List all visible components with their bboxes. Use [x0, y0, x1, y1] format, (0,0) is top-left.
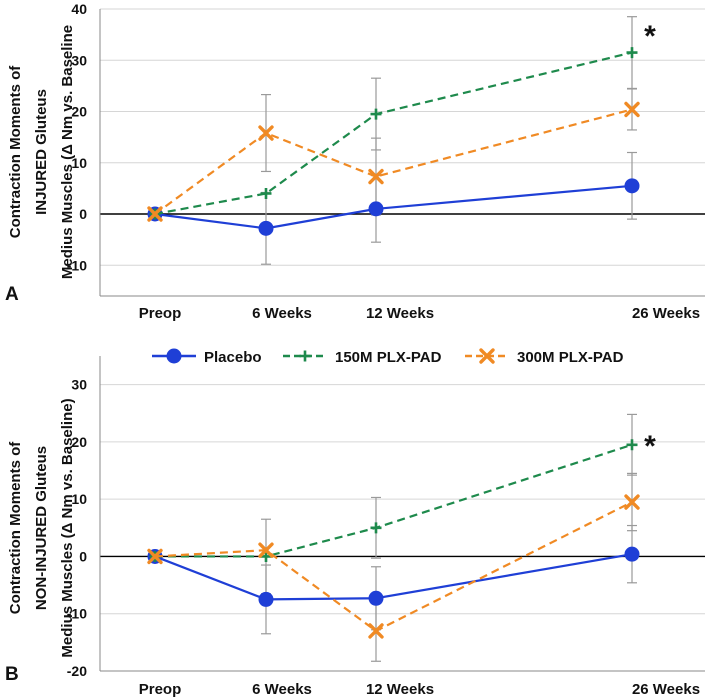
error-bars-300m-plx-pad — [261, 88, 637, 216]
data-point-placebo — [624, 178, 640, 194]
data-point-placebo — [258, 591, 274, 607]
series-300m-plx-pad — [147, 494, 640, 639]
y-axis-label: Medius Muscles (Δ Nm vs. Baseline) — [59, 398, 76, 657]
series-line-300m-plx-pad — [154, 108, 633, 215]
error-bars-placebo — [261, 524, 637, 635]
series-300m-plx-pad — [147, 101, 640, 222]
y-axis-label: Medius Muscles (Δ Nm vs. Baseline — [59, 25, 76, 279]
x-tick-label: 12 Weeks — [366, 305, 434, 322]
y-tick-label: 40 — [71, 1, 87, 17]
legend-swatch-marker — [299, 350, 311, 362]
data-point-150m-plx-pad — [260, 550, 272, 562]
series-line-300m-plx-pad — [154, 501, 633, 633]
legend-swatch-marker — [479, 348, 495, 364]
data-point-300m-plx-pad — [258, 542, 274, 558]
legend-swatch-marker — [166, 348, 182, 364]
legend: Placebo 150M PLX-PAD 300M PLX-PAD — [152, 348, 624, 366]
x-tick-label: 12 Weeks — [366, 681, 434, 697]
data-point-150m-plx-pad — [626, 439, 638, 451]
y-axis-label: NON-INJURED Gluteus — [33, 446, 50, 610]
data-point-placebo — [258, 220, 274, 236]
x-tick-label: 6 Weeks — [252, 681, 312, 697]
legend-label: 150M PLX-PAD — [335, 349, 442, 366]
x-tick-label: 26 Weeks — [632, 681, 700, 697]
data-point-300m-plx-pad — [624, 101, 640, 118]
data-point-150m-plx-pad — [370, 522, 382, 534]
x-tick-label: Preop — [139, 305, 182, 322]
series-line-150m-plx-pad — [154, 51, 633, 216]
legend-item-300m-plx-pad: 300M PLX-PAD — [465, 348, 624, 366]
y-tick-label: 30 — [71, 52, 87, 68]
data-point-300m-plx-pad — [368, 623, 384, 639]
data-point-300m-plx-pad — [147, 548, 163, 565]
x-tick-label: 6 Weeks — [252, 305, 312, 322]
y-tick-label: -20 — [67, 663, 87, 679]
legend-item-150m-plx-pad: 150M PLX-PAD — [283, 349, 442, 366]
y-tick-label: 30 — [71, 377, 87, 393]
data-point-150m-plx-pad — [370, 108, 382, 120]
data-point-placebo — [624, 546, 640, 562]
data-point-300m-plx-pad — [147, 206, 163, 222]
series-150m-plx-pad — [149, 439, 638, 562]
legend-item-placebo: Placebo — [152, 348, 262, 366]
series-150m-plx-pad — [149, 47, 638, 220]
chart-panel-a: 40 30 20 10 0 -10 Preop 6 Weeks 12 Weeks 26 Weeks… — [5, 1, 705, 322]
series-placebo — [147, 178, 640, 236]
y-axis-label: Contraction Moments of — [7, 65, 24, 238]
series-line-placebo — [154, 553, 633, 601]
data-point-300m-plx-pad — [258, 125, 274, 141]
data-point-placebo — [368, 201, 384, 217]
data-point-150m-plx-pad — [626, 47, 638, 59]
x-tick-label: 26 Weeks — [632, 305, 700, 322]
y-tick-label: 10 — [71, 155, 87, 171]
series-line-placebo — [154, 184, 633, 230]
y-tick-label: 0 — [79, 206, 87, 222]
y-tick-label: 20 — [71, 104, 87, 120]
data-point-300m-plx-pad — [624, 494, 640, 510]
y-tick-label: 10 — [71, 491, 87, 507]
significance-marker: * — [644, 20, 656, 53]
panel-letter: A — [5, 284, 19, 305]
significance-marker: * — [644, 430, 656, 463]
y-tick-label: -10 — [67, 606, 87, 622]
data-point-placebo — [368, 590, 384, 606]
gridlines — [100, 8, 705, 266]
series-line-150m-plx-pad — [155, 443, 633, 558]
y-tick-label: -10 — [67, 257, 87, 273]
legend-label: 300M PLX-PAD — [517, 349, 624, 366]
data-point-300m-plx-pad — [368, 168, 384, 185]
panel-letter: B — [5, 664, 19, 685]
chart-panel-b: 30 20 10 0 -10 -20 Preop 6 Weeks 12 Weeks 26 Week… — [5, 356, 705, 697]
y-axis-label: INJURED Gluteus — [33, 89, 50, 215]
y-tick-label: 20 — [71, 434, 87, 450]
y-axis-label: Contraction Moments of — [7, 441, 24, 614]
data-point-150m-plx-pad — [260, 188, 272, 199]
y-tick-label: 0 — [79, 548, 87, 564]
x-tick-label: Preop — [139, 681, 182, 697]
error-bars-placebo — [261, 151, 637, 265]
gridlines — [100, 384, 705, 672]
legend-label: Placebo — [204, 349, 262, 366]
